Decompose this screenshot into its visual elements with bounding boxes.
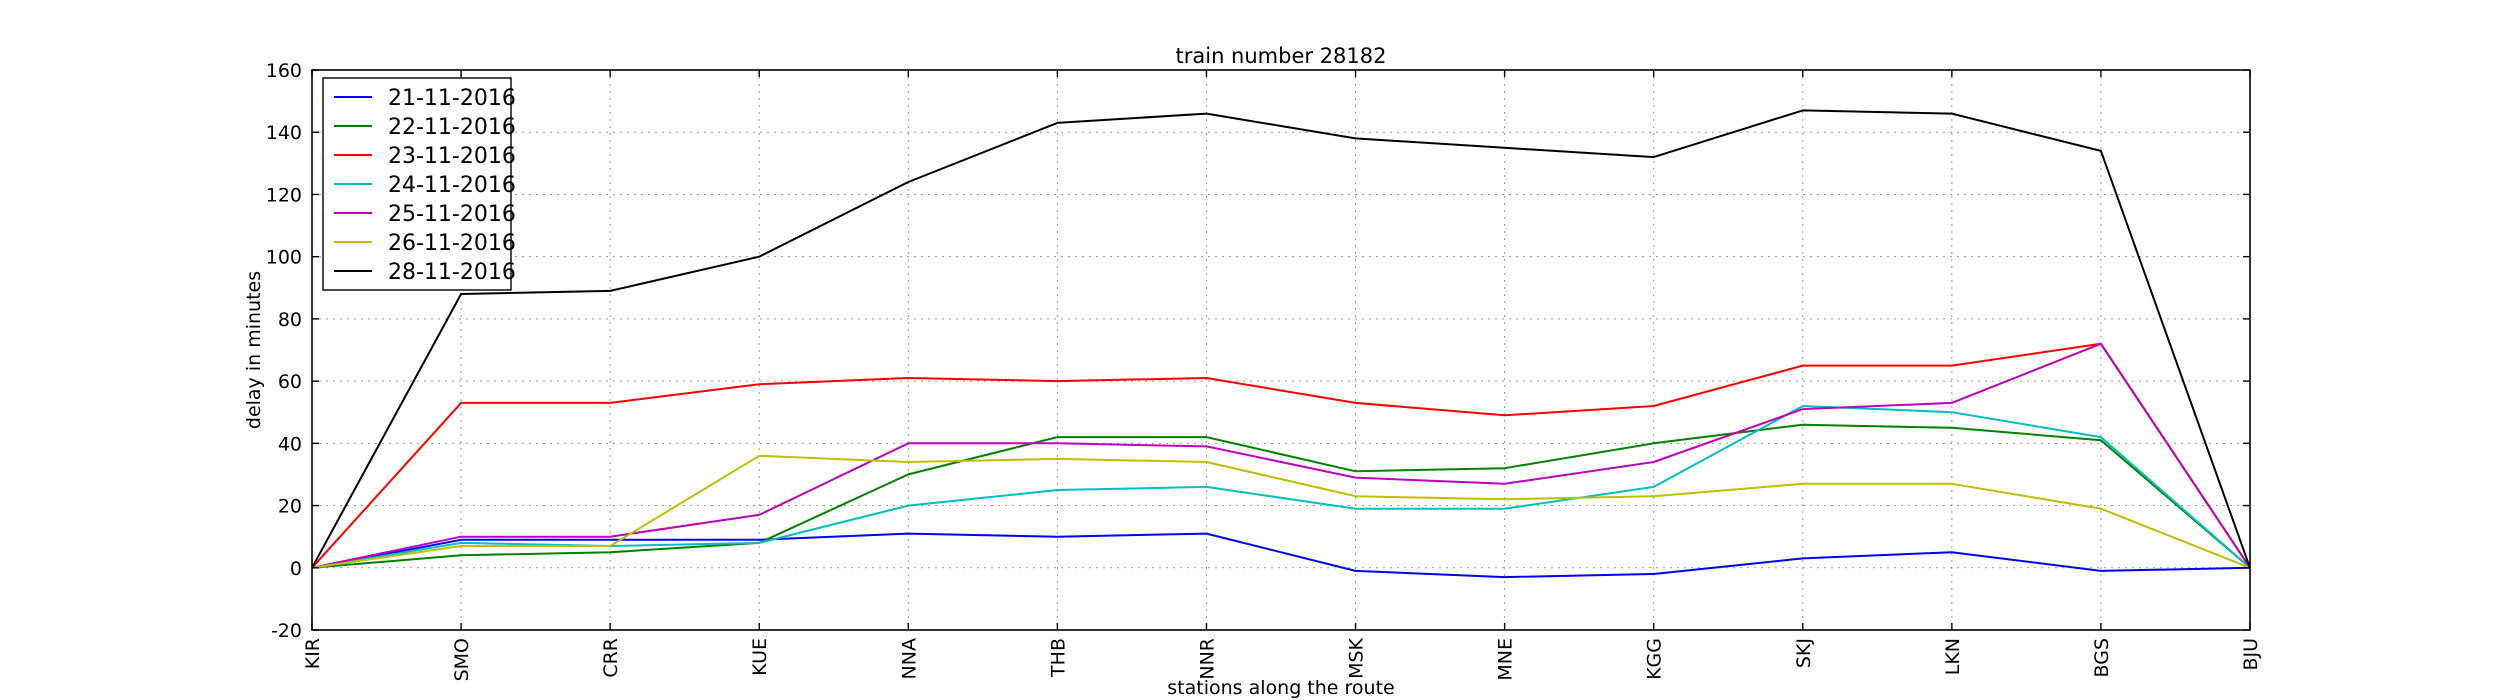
y-axis-label: delay in minutes — [243, 271, 265, 429]
series-line-26-11-2016 — [311, 454, 2251, 569]
series-line-28-11-2016 — [311, 109, 2251, 569]
x-tick-label: NNA — [898, 638, 920, 679]
x-tick-label: SMO — [451, 638, 473, 681]
y-tick-label: 0 — [290, 558, 302, 580]
x-tick-label: KGG — [1644, 638, 1666, 680]
series-line-21-11-2016 — [311, 532, 2251, 579]
plot-frame — [311, 69, 2251, 631]
series-line-22-11-2016 — [311, 423, 2251, 569]
legend-label: 26-11-2016 — [388, 231, 516, 256]
x-tick-label: BGS — [2091, 638, 2113, 677]
series-layer — [311, 109, 2251, 579]
x-tick-label: NNR — [1196, 638, 1218, 680]
y-tick-label: 160 — [266, 60, 302, 82]
tick-layer: -20 0 20 40 60 80 100 120 140 160 KIR SMO CRR KUE NNA T… — [266, 60, 2262, 681]
legend-label: 24-11-2016 — [388, 173, 516, 198]
x-tick-label: KIR — [302, 638, 324, 669]
y-tick-label: -20 — [271, 620, 302, 642]
legend: 21-11-2016 22-11-2016 23-11-2016 24-11-2016… — [322, 77, 516, 291]
y-tick-label: 40 — [278, 433, 302, 455]
x-tick-label: MSK — [1346, 637, 1368, 678]
legend-label: 23-11-2016 — [388, 144, 516, 169]
series-line-23-11-2016 — [311, 342, 2251, 569]
y-tick-label: 80 — [278, 309, 302, 331]
x-tick-label: KUE — [749, 638, 771, 676]
x-tick-label: THB — [1047, 638, 1069, 678]
legend-label: 28-11-2016 — [388, 260, 516, 285]
x-tick-label: BJU — [2240, 638, 2262, 671]
y-tick-label: 60 — [278, 371, 302, 393]
legend-label: 21-11-2016 — [388, 86, 516, 111]
y-tick-label: 140 — [266, 122, 302, 144]
y-tick-label: 100 — [266, 247, 302, 269]
y-tick-label: 120 — [266, 184, 302, 206]
grid-layer — [312, 70, 2250, 630]
series-line-25-11-2016 — [311, 342, 2251, 569]
legend-label: 22-11-2016 — [388, 115, 516, 140]
legend-label: 25-11-2016 — [388, 202, 516, 227]
x-tick-label: MNE — [1495, 638, 1517, 681]
y-tick-label: 20 — [278, 496, 302, 518]
series-line-24-11-2016 — [311, 405, 2251, 569]
x-tick-label: LKN — [1942, 638, 1964, 675]
x-tick-label: SKJ — [1793, 638, 1815, 668]
x-tick-label: CRR — [600, 638, 622, 678]
chart-title: train number 28182 — [1176, 44, 1387, 68]
x-axis-label: stations along the route — [1167, 677, 1394, 699]
